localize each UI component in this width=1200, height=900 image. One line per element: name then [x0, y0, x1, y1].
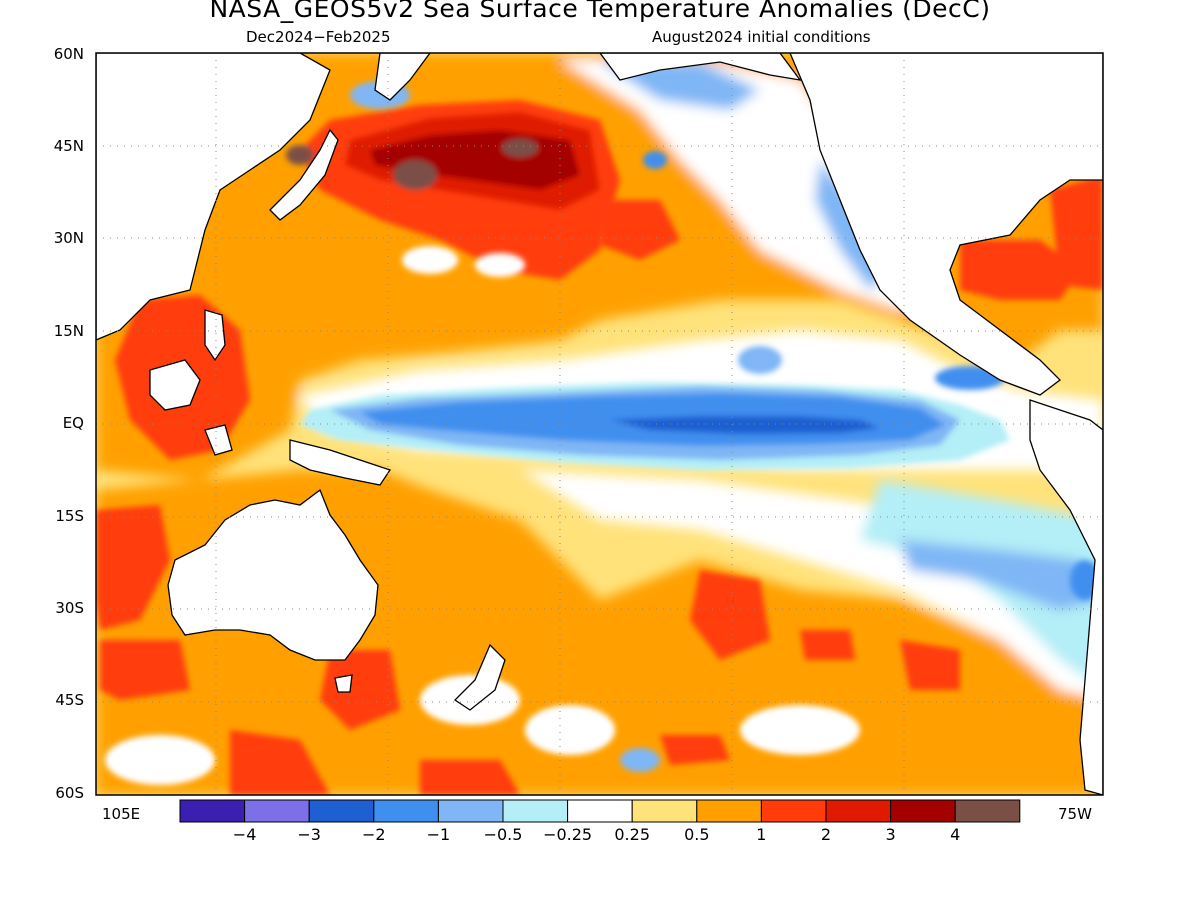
initial-conditions: August2024 initial conditions: [652, 28, 871, 46]
lat-label-15s: 15S: [55, 507, 84, 525]
colorbar-tick-label: 2: [821, 825, 831, 844]
colorbar-tick-label: −1: [427, 825, 451, 844]
colorbar-tick-label: 3: [886, 825, 896, 844]
colorbar-tick-label: −0.5: [484, 825, 523, 844]
lat-label-60n: 60N: [53, 45, 84, 63]
colorbar-tick-label: −0.25: [543, 825, 592, 844]
colorbar-tick-label: 1: [756, 825, 766, 844]
colorbar-tick-label: −4: [233, 825, 257, 844]
colorbar-swatch: [308, 799, 375, 823]
lat-label-15n: 15N: [53, 322, 84, 340]
colorbar-swatch: [631, 799, 698, 823]
colorbar-swatch: [437, 799, 504, 823]
colorbar-swatch: [567, 799, 633, 823]
colorbar-tick-label: −2: [362, 825, 386, 844]
colorbar-tick-label: −3: [297, 825, 321, 844]
lat-label-45s: 45S: [55, 691, 84, 709]
colorbar-swatch: [696, 799, 762, 823]
colorbar-swatch: [502, 799, 569, 823]
lat-label-60s: 60S: [55, 784, 84, 802]
grid-lines: [96, 53, 1103, 795]
colorbar-swatch: [890, 799, 956, 823]
colorbar-swatch: [373, 799, 439, 823]
forecast-period: Dec2024−Feb2025: [246, 28, 391, 46]
sst-shading: [96, 53, 1103, 795]
colorbar-swatch: [760, 799, 827, 823]
coastlines: [96, 53, 1103, 795]
colorbar-swatch: [179, 799, 246, 823]
lat-label-eq: EQ: [62, 414, 84, 432]
lat-label-45n: 45N: [53, 137, 84, 155]
colorbar-swatch: [244, 799, 310, 823]
map-frame: [95, 52, 1104, 796]
colorbar-swatch: [825, 799, 892, 823]
lon-label-east: 75W: [1058, 805, 1092, 823]
colorbar-tick-label: 4: [950, 825, 960, 844]
lon-label-west: 105E: [102, 805, 141, 823]
equatorial-cold-tongue: [300, 382, 1010, 470]
colorbar-tick-label: 0.25: [614, 825, 650, 844]
lat-label-30s: 30S: [55, 599, 84, 617]
colorbar-tick-label: 0.5: [684, 825, 709, 844]
north-pacific-warm-blob: [286, 100, 620, 280]
colorbar-swatch: [954, 799, 1021, 823]
map-title: NASA_GEOS5v2 Sea Surface Temperature Ano…: [209, 0, 991, 23]
lat-label-30n: 30N: [53, 229, 84, 247]
colorbar: −4 −3 −2 −1 −0.5 −0.25 0.25 0.5 1 2 3 4: [179, 799, 1021, 844]
